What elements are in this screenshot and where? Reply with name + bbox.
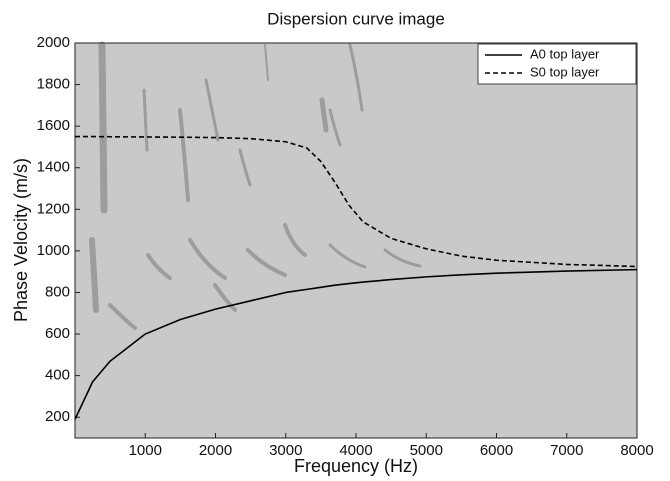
image-streaks — [89, 41, 422, 330]
image-streak — [89, 237, 99, 313]
image-streak — [264, 44, 269, 81]
x-tick-label: 2000 — [199, 442, 232, 459]
image-streak — [142, 88, 149, 152]
x-tick-label: 3000 — [269, 442, 302, 459]
x-tick-label: 5000 — [410, 442, 443, 459]
image-streak — [246, 248, 287, 277]
y-tick-label: 800 — [45, 283, 70, 300]
x-axis-label: Frequency (Hz) — [294, 456, 418, 476]
x-tick-label: 7000 — [550, 442, 583, 459]
legend-label: A0 top layer — [530, 46, 600, 61]
image-streak — [328, 108, 342, 147]
y-tick-label: 1400 — [37, 159, 70, 176]
image-streak — [204, 78, 220, 142]
image-streak — [328, 243, 367, 269]
y-tick-label: 2000 — [37, 34, 70, 51]
image-streak — [383, 248, 422, 268]
image-streak — [98, 41, 108, 214]
legend-box — [477, 43, 637, 85]
image-streak — [283, 223, 307, 257]
legend-label: S0 top layer — [530, 64, 600, 79]
y-tick-label: 400 — [45, 367, 70, 384]
series-line — [75, 135, 638, 268]
y-tick-label: 1000 — [37, 242, 70, 259]
y-tick-label: 1200 — [37, 200, 70, 217]
image-streak — [178, 108, 190, 202]
x-tick-label: 4000 — [339, 442, 372, 459]
y-tick-label: 200 — [45, 408, 70, 425]
y-tick-label: 600 — [45, 325, 70, 342]
image-streak — [348, 43, 364, 112]
y-tick-label: 1800 — [37, 76, 70, 93]
x-tick-label: 1000 — [129, 442, 162, 459]
y-tick-label: 1600 — [37, 117, 70, 134]
image-streak — [146, 253, 172, 280]
image-streak — [319, 97, 329, 133]
image-streak — [108, 303, 137, 330]
series-line — [74, 268, 638, 420]
image-streak — [238, 148, 252, 187]
y-axis-label: Phase Velocity (m/s) — [11, 158, 31, 322]
plot-background — [75, 43, 637, 438]
image-streak — [188, 238, 227, 280]
x-tick-label: 6000 — [480, 442, 513, 459]
x-tick-label: 8000 — [620, 442, 653, 459]
image-streak — [213, 283, 237, 312]
chart-title: Dispersion curve image — [267, 9, 445, 28]
